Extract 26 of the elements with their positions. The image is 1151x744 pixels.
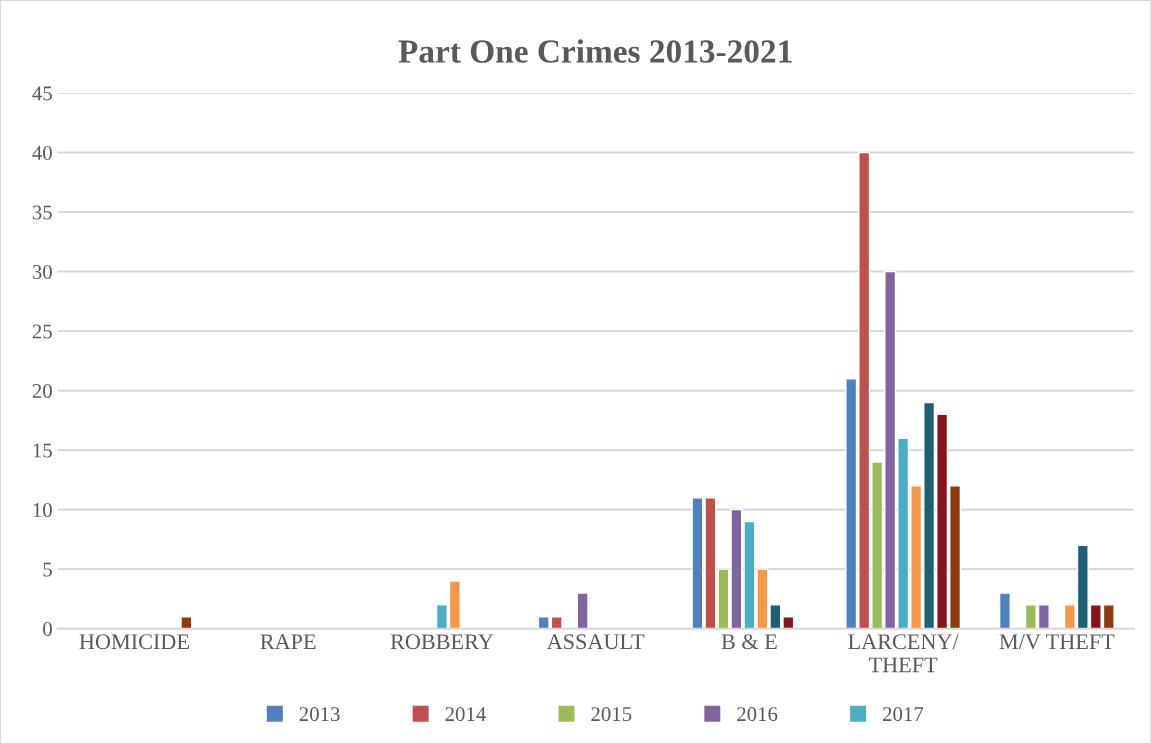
bar xyxy=(576,592,589,629)
y-tick-label: 5 xyxy=(43,562,52,577)
legend-label: 2017 xyxy=(883,707,924,722)
legend-label: 2015 xyxy=(591,707,632,722)
x-tick-label: B & E xyxy=(721,634,777,650)
y-tick-label: 25 xyxy=(32,324,52,339)
x-tick-label: LARCENY/ THEFT xyxy=(848,634,959,673)
legend-label: 2013 xyxy=(299,707,340,722)
y-tick-label: 30 xyxy=(32,264,52,279)
y-tick-label: 20 xyxy=(32,383,52,399)
x-tick-label: ROBBERY xyxy=(390,634,494,650)
y-tick-label: 40 xyxy=(32,145,52,160)
y-tick-label: 35 xyxy=(32,205,52,220)
legend-label: 2016 xyxy=(737,707,778,722)
x-tick-label: M/V THEFT xyxy=(999,634,1115,650)
chart-title: Part One Crimes 2013-2021 xyxy=(398,39,792,63)
legend-label: 2014 xyxy=(445,707,486,722)
x-tick-label: RAPE xyxy=(260,634,316,649)
bar xyxy=(998,592,1011,629)
y-tick-label: 0 xyxy=(43,622,52,637)
y-tick-label: 45 xyxy=(32,86,52,101)
bar xyxy=(180,616,193,629)
y-tick-label: 10 xyxy=(33,503,52,518)
y-tick-label: 15 xyxy=(33,443,52,458)
x-tick-label: HOMICIDE xyxy=(79,634,189,650)
x-tick-label: ASSAULT xyxy=(546,634,645,650)
